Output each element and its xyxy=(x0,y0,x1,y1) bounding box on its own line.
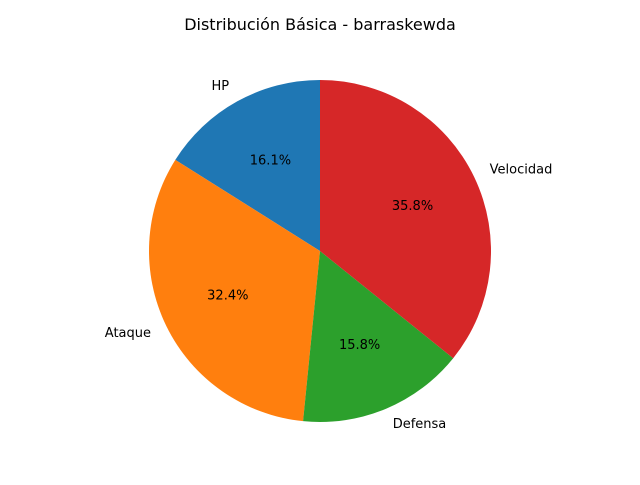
slice-label-ataque: Ataque xyxy=(105,326,151,341)
slice-percent-hp: 16.1% xyxy=(250,154,291,169)
chart-title: Distribución Básica - barraskewda xyxy=(184,15,456,34)
pie-slice-ataque xyxy=(149,159,320,422)
slice-percent-defensa: 15.8% xyxy=(339,338,380,353)
pie-slice-hp xyxy=(175,80,320,251)
slice-label-hp: HP xyxy=(211,79,229,94)
pie-labels: HP 16.1% Ataque 32.4% Defensa 15.8% Velocidad 3… xyxy=(105,79,553,432)
pie-slices xyxy=(149,80,491,423)
pie-slice-velocidad xyxy=(320,80,491,359)
slice-label-velocidad: Velocidad xyxy=(490,162,553,177)
slice-percent-ataque: 32.4% xyxy=(207,289,248,304)
pie-slice-defensa xyxy=(303,251,454,423)
slice-label-defensa: Defensa xyxy=(393,417,447,432)
slice-percent-velocidad: 35.8% xyxy=(392,199,433,214)
